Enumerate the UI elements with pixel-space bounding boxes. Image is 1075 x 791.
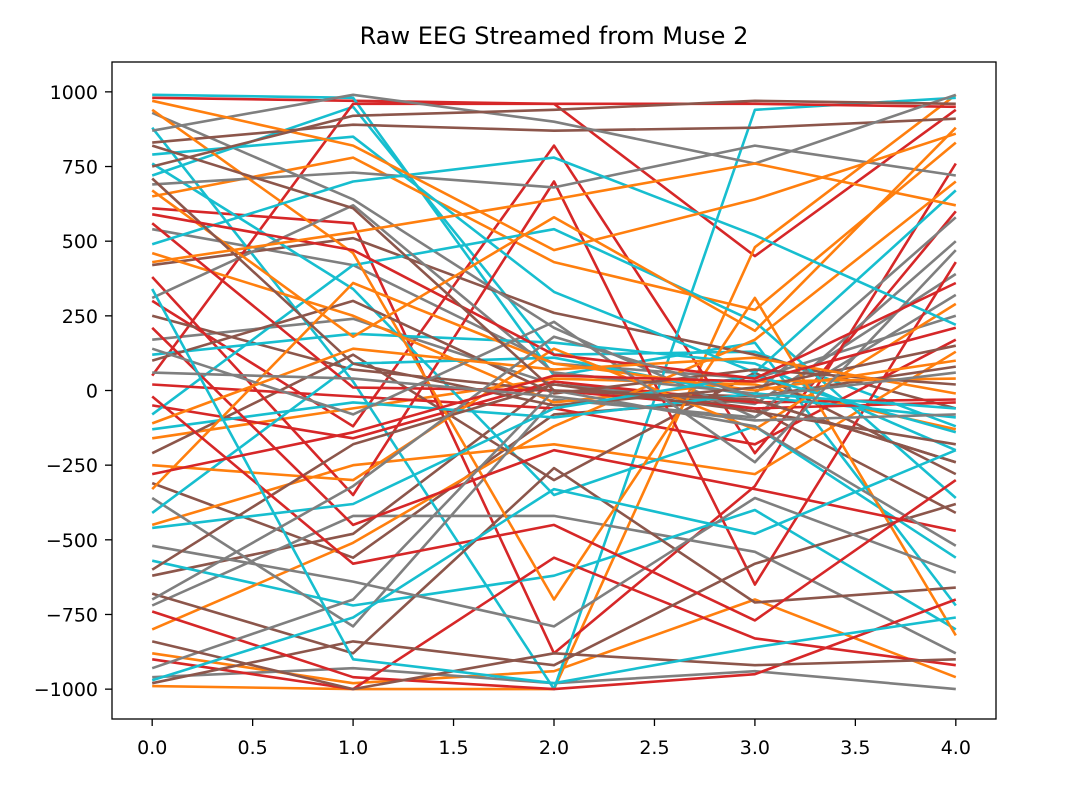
x-tick-label: 3.0 <box>740 737 770 759</box>
x-tick-label: 0.5 <box>238 737 268 759</box>
y-tick-label: 1000 <box>50 82 98 104</box>
y-tick-label: 250 <box>62 306 98 328</box>
y-tick-label: 750 <box>62 157 98 179</box>
x-tick-label: 4.0 <box>941 737 971 759</box>
y-tick-label: 500 <box>62 231 98 253</box>
chart-title: Raw EEG Streamed from Muse 2 <box>360 22 749 50</box>
x-tick-label: 1.0 <box>338 737 368 759</box>
x-tick-label: 3.5 <box>840 737 870 759</box>
y-tick-label: −500 <box>46 530 98 552</box>
x-tick-label: 1.5 <box>438 737 468 759</box>
x-tick-label: 2.0 <box>539 737 569 759</box>
y-tick-label: −750 <box>46 604 98 626</box>
y-tick-label: −250 <box>46 455 98 477</box>
y-tick-label: 0 <box>86 381 98 403</box>
y-tick-label: −1000 <box>34 679 98 701</box>
x-tick-label: 0.0 <box>137 737 167 759</box>
x-tick-label: 2.5 <box>639 737 669 759</box>
